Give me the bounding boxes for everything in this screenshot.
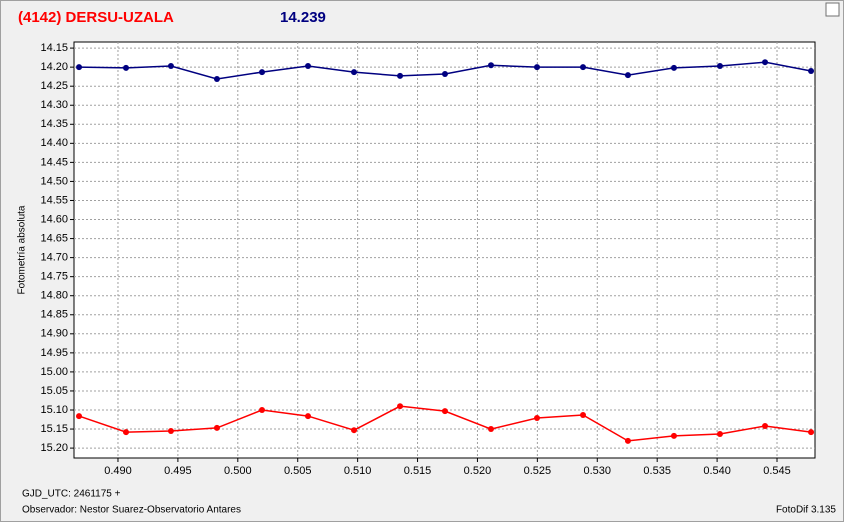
data-point (167, 63, 174, 69)
data-point (487, 426, 494, 433)
y-tick-label: 15.05 (40, 385, 68, 397)
y-tick-label: 14.45 (40, 156, 68, 168)
chart-subtitle: 14.239 (280, 9, 326, 26)
y-tick-label: 15.15 (40, 423, 68, 435)
data-point (580, 411, 587, 418)
y-tick-label: 14.40 (40, 137, 68, 149)
data-point (534, 64, 541, 71)
y-tick-label: 14.75 (40, 271, 68, 283)
y-tick-label: 14.60 (40, 213, 68, 225)
x-tick-label: 0.505 (284, 465, 312, 477)
plot-area (73, 41, 816, 459)
x-tick-label: 0.535 (643, 465, 671, 477)
data-point (580, 64, 587, 71)
y-tick-label: 14.70 (40, 252, 68, 264)
x-tick-label: 0.530 (584, 465, 612, 477)
data-point (351, 69, 358, 76)
x-tick-label: 0.520 (464, 465, 492, 477)
corner-button[interactable] (825, 2, 840, 17)
data-point (624, 72, 631, 79)
y-tick-label: 14.55 (40, 194, 68, 206)
data-point (487, 62, 494, 69)
software-note: FotoDif 3.135 (776, 505, 836, 516)
data-point (441, 71, 448, 77)
x-tick-label: 0.540 (703, 465, 731, 477)
data-point (808, 67, 815, 74)
data-point (397, 72, 404, 79)
y-tick-label: 14.20 (40, 61, 68, 73)
y-tick-label: 15.10 (40, 404, 68, 416)
y-tick-label: 14.35 (40, 118, 68, 130)
data-point (534, 415, 541, 421)
data-point (167, 427, 174, 434)
y-tick-label: 14.50 (40, 175, 68, 187)
data-point (213, 424, 220, 431)
x-axis-label: GJD_UTC: 2461175 + (22, 489, 121, 500)
data-point (123, 429, 130, 436)
x-tick-label: 0.490 (104, 465, 132, 477)
data-point (123, 64, 130, 71)
y-axis-label: Fotometría absoluta (17, 205, 28, 294)
y-tick-label: 14.90 (40, 328, 68, 340)
data-point (762, 423, 769, 429)
x-tick-label: 0.525 (524, 465, 552, 477)
data-point (670, 432, 677, 439)
x-tick-label: 0.510 (344, 465, 372, 477)
data-point (76, 413, 83, 420)
x-tick-label: 0.515 (404, 465, 432, 477)
y-tick-label: 14.80 (40, 290, 68, 302)
data-point (305, 413, 312, 420)
data-point (716, 431, 723, 437)
y-tick-label: 14.25 (40, 80, 68, 92)
data-point (397, 403, 404, 410)
data-point (808, 429, 815, 436)
data-point (716, 63, 723, 69)
x-tick-label: 0.495 (164, 465, 192, 477)
y-tick-label: 14.85 (40, 309, 68, 321)
data-point (441, 408, 448, 415)
chart-title: (4142) DERSU-UZALA (18, 9, 174, 26)
y-tick-label: 15.00 (40, 366, 68, 378)
data-point (305, 63, 312, 69)
data-point (670, 64, 677, 71)
data-point (76, 64, 83, 71)
data-point (259, 69, 266, 76)
y-tick-label: 14.95 (40, 347, 68, 359)
data-point (259, 407, 266, 413)
y-tick-label: 15.20 (40, 442, 68, 454)
data-point (624, 437, 631, 444)
y-tick-label: 14.65 (40, 232, 68, 244)
data-point (351, 427, 358, 434)
x-tick-label: 0.545 (763, 465, 791, 477)
y-tick-label: 14.15 (40, 42, 68, 54)
y-tick-label: 14.30 (40, 99, 68, 111)
data-point (762, 59, 769, 66)
x-tick-label: 0.500 (224, 465, 252, 477)
data-point (213, 75, 220, 82)
observer-note: Observador: Nestor Suarez-Observatorio A… (22, 505, 241, 516)
